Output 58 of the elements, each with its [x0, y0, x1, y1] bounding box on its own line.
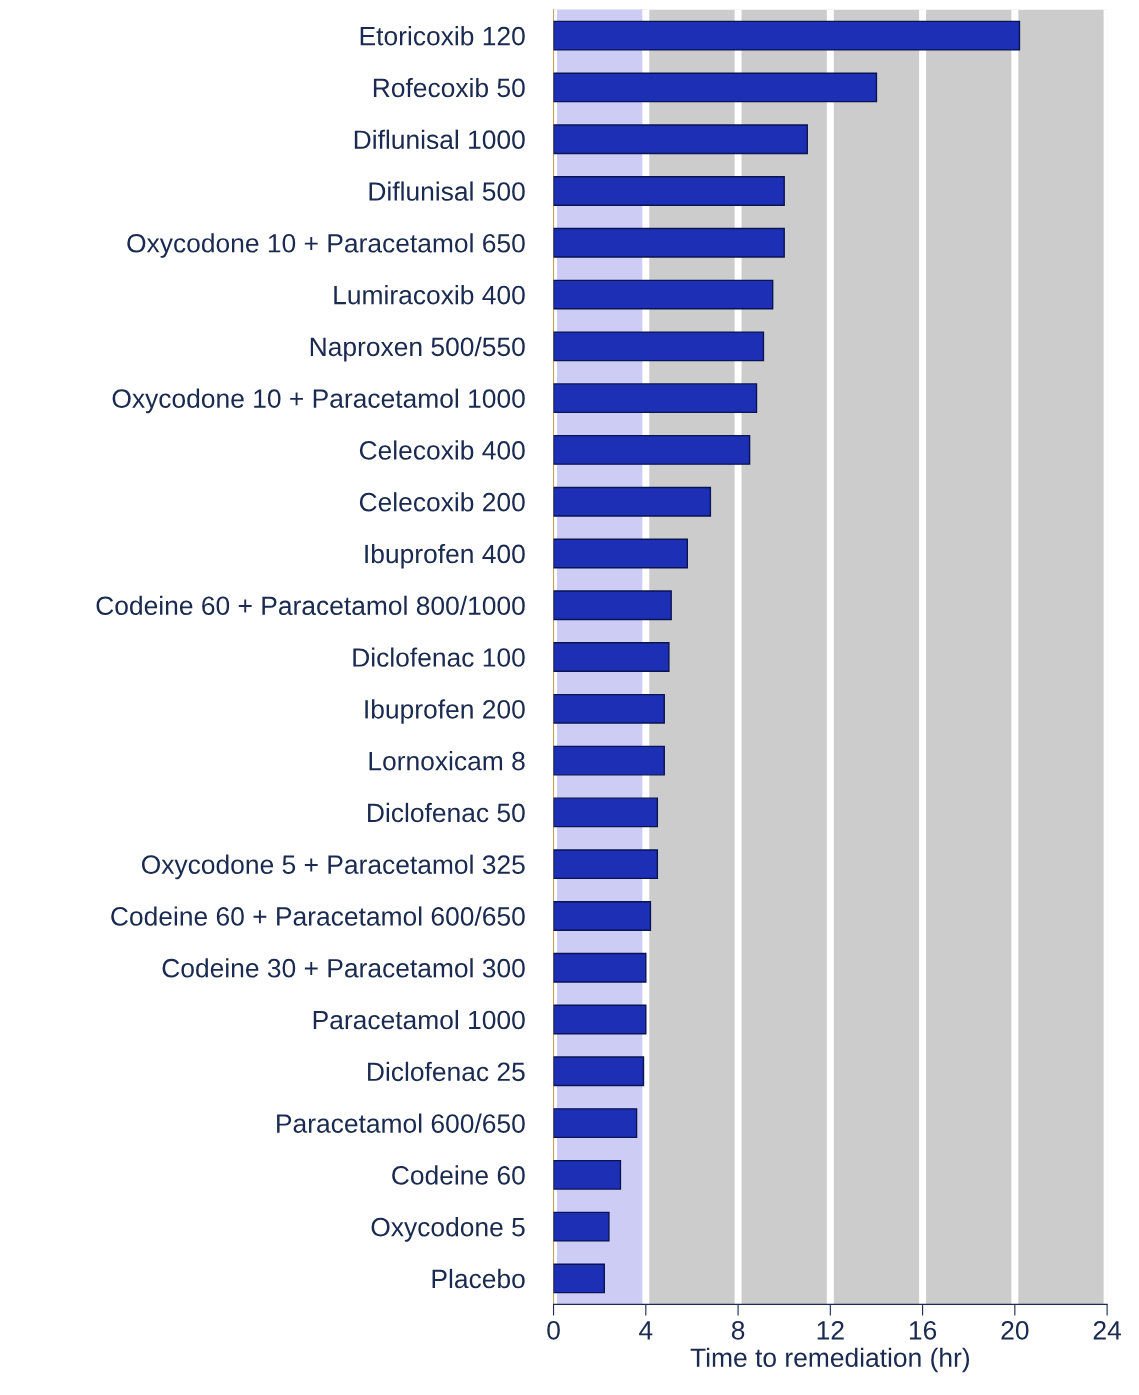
- x-tick-label: 4: [639, 1321, 653, 1340]
- y-tick-label: Placebo: [432, 1268, 525, 1289]
- y-tick-label: Lornoxicam 8: [369, 751, 525, 771]
- bar: [553, 745, 665, 776]
- bar: [553, 383, 758, 414]
- y-tick-label: Ibuprofen 200: [365, 699, 525, 724]
- x-tick-label: 20: [1001, 1320, 1029, 1340]
- bar: [553, 849, 659, 880]
- y-tick-label: Codeine 60 + Paracetamol 800/1000: [96, 595, 525, 616]
- bar: [553, 434, 751, 465]
- x-tick-label: 8: [731, 1320, 745, 1340]
- y-tick-label: Diclofenac 25: [368, 1061, 525, 1082]
- y-tick-label: Codeine 60 + Paracetamol 600/650: [111, 906, 525, 926]
- bar: [553, 1159, 622, 1190]
- bar: [553, 176, 785, 206]
- bar: [553, 1004, 647, 1035]
- x-tick-label: 24: [1093, 1320, 1122, 1340]
- bar: [553, 538, 689, 569]
- y-tick-label: Ibuprofen 400: [365, 543, 525, 569]
- y-tick-label: Naproxen 500/550: [310, 336, 525, 362]
- y-tick-label: Celecoxib 200: [359, 492, 525, 512]
- x-axis-title: Time to remediation (hr): [690, 1347, 969, 1373]
- bar: [553, 20, 1021, 51]
- bar: [553, 693, 665, 724]
- bar: [553, 1108, 638, 1139]
- y-tick-label: Oxycodone 5: [371, 1217, 525, 1242]
- y-tick-label: Oxycodone 10 + Paracetamol 1000: [112, 388, 525, 414]
- bar: [553, 486, 712, 517]
- bar: [553, 642, 670, 672]
- y-tick-label: Diclofenac 50: [368, 802, 525, 823]
- y-tick-label: Diclofenac 100: [353, 647, 525, 667]
- x-tick-label: 16: [909, 1320, 937, 1340]
- bar: [553, 1056, 645, 1087]
- bar: [553, 952, 647, 983]
- y-tick-label: Codeine 60: [392, 1165, 525, 1185]
- bar: [553, 72, 878, 103]
- bar: [553, 1263, 605, 1294]
- bar: [553, 227, 785, 258]
- y-tick-label: Paracetamol 600/650: [277, 1113, 525, 1133]
- bar: [553, 1211, 610, 1242]
- y-tick-label: Etoricoxib 120: [360, 26, 525, 46]
- y-tick-label: Oxycodone 5 + Paracetamol 325: [141, 854, 525, 880]
- bar: [553, 797, 659, 828]
- bar: [553, 331, 765, 362]
- y-tick-label: Codeine 30 + Paracetamol 300: [162, 958, 525, 978]
- bar: [553, 590, 672, 621]
- x-tick-label: 0: [547, 1320, 560, 1340]
- y-tick-label: Lumiracoxib 400: [334, 285, 525, 305]
- y-tick-label: Diflunisal 500: [369, 181, 525, 201]
- y-tick-label: Diflunisal 1000: [354, 129, 525, 150]
- bar: [553, 901, 652, 931]
- bar: [553, 279, 774, 310]
- bar: [553, 124, 808, 155]
- y-tick-label: Oxycodone 10 + Paracetamol 650: [127, 233, 525, 258]
- y-tick-label: Paracetamol 1000: [313, 1009, 525, 1030]
- y-tick-label: Celecoxib 400: [359, 440, 525, 460]
- y-tick-label: Rofecoxib 50: [373, 77, 525, 98]
- x-tick-label: 12: [817, 1320, 844, 1340]
